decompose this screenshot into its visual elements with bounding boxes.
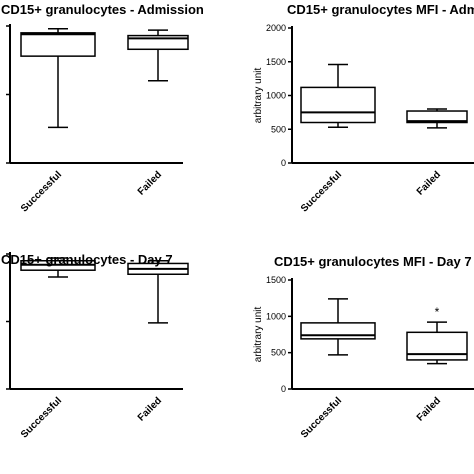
chart-title: CD15+ granulocytes - Admission — [1, 2, 204, 17]
box-successful — [20, 27, 96, 129]
y-tick-label: 1500 — [266, 275, 286, 285]
chart-panel-1: CD15+ granulocytes - Admission Successful… — [1, 2, 204, 214]
y-tick-label: 1000 — [266, 91, 286, 101]
y-axis-label: arbitrary unit — [253, 306, 264, 362]
category-label: Successful — [19, 395, 64, 440]
box-successful — [20, 257, 96, 278]
iqr-box — [406, 331, 468, 361]
category-label: Failed — [136, 169, 164, 197]
category-label: Failed — [415, 169, 443, 197]
category-label: Successful — [19, 169, 64, 214]
chart-panel-2: CD15+ granulocytes MFI - Admiss 0 500 1000 1… — [253, 2, 474, 214]
y-tick-label: 500 — [271, 124, 286, 134]
category-label: Failed — [415, 395, 443, 423]
box-failed — [406, 321, 468, 365]
chart-panel-4: CD15+ granulocytes MFI - Day 7 0 500 1000 15… — [253, 254, 474, 440]
category-label: Failed — [136, 395, 164, 423]
iqr-box — [406, 110, 468, 124]
iqr-box — [127, 34, 189, 51]
chart-title: CD15+ granulocytes MFI - Admiss — [287, 2, 474, 17]
box-failed — [406, 108, 468, 129]
category-label: Successful — [299, 169, 344, 214]
y-tick-label: 1500 — [266, 57, 286, 67]
box-failed — [127, 29, 189, 82]
y-tick-label: 2000 — [266, 23, 286, 33]
chart-title: CD15+ granulocytes MFI - Day 7 — [274, 254, 472, 269]
significance-marker: * — [435, 305, 440, 319]
category-label: Successful — [299, 395, 344, 440]
y-tick-label: 500 — [271, 348, 286, 358]
box-failed — [127, 260, 189, 324]
box-successful — [300, 63, 376, 128]
iqr-box — [300, 322, 376, 340]
y-axis-label: arbitrary unit — [253, 67, 264, 123]
y-tick-label: 1000 — [266, 311, 286, 321]
iqr-box — [20, 32, 96, 57]
y-tick-label: 0 — [281, 158, 286, 168]
iqr-box — [300, 86, 376, 124]
y-tick-label: 0 — [281, 384, 286, 394]
box-successful — [300, 298, 376, 356]
